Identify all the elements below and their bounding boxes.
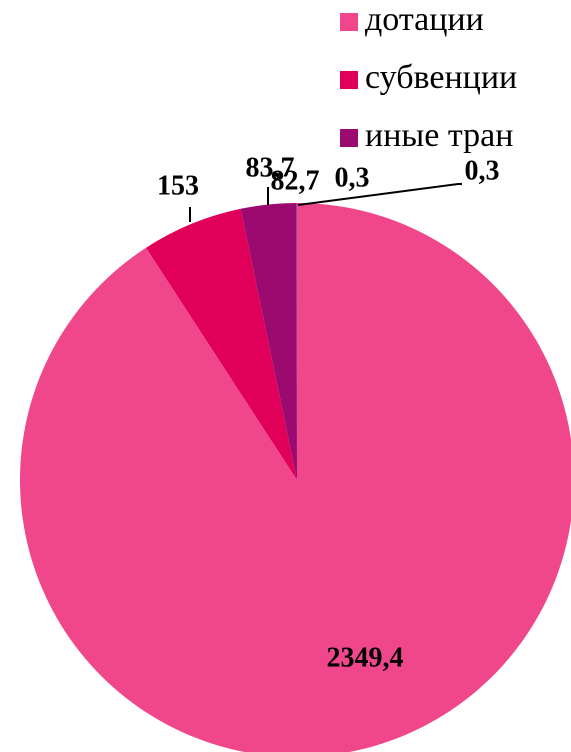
data-label: 0,3 [465,155,500,186]
data-label: 153 [157,170,199,201]
pie-slice [20,203,571,752]
annotation: 82,7 [271,165,320,196]
data-label: 0,3 [335,162,370,193]
legend-swatch [340,129,358,147]
leader-line [297,183,462,206]
data-label: 2349,4 [327,642,404,673]
legend-label: дотации [365,1,484,38]
pie-slice [146,208,297,480]
pie-slice [240,203,297,480]
data-label: 83,7 [246,152,295,183]
legend-label: субвенции [365,59,517,96]
legend-swatch [340,13,358,31]
legend-swatch [340,71,358,89]
legend-label: иные тран [365,117,513,154]
